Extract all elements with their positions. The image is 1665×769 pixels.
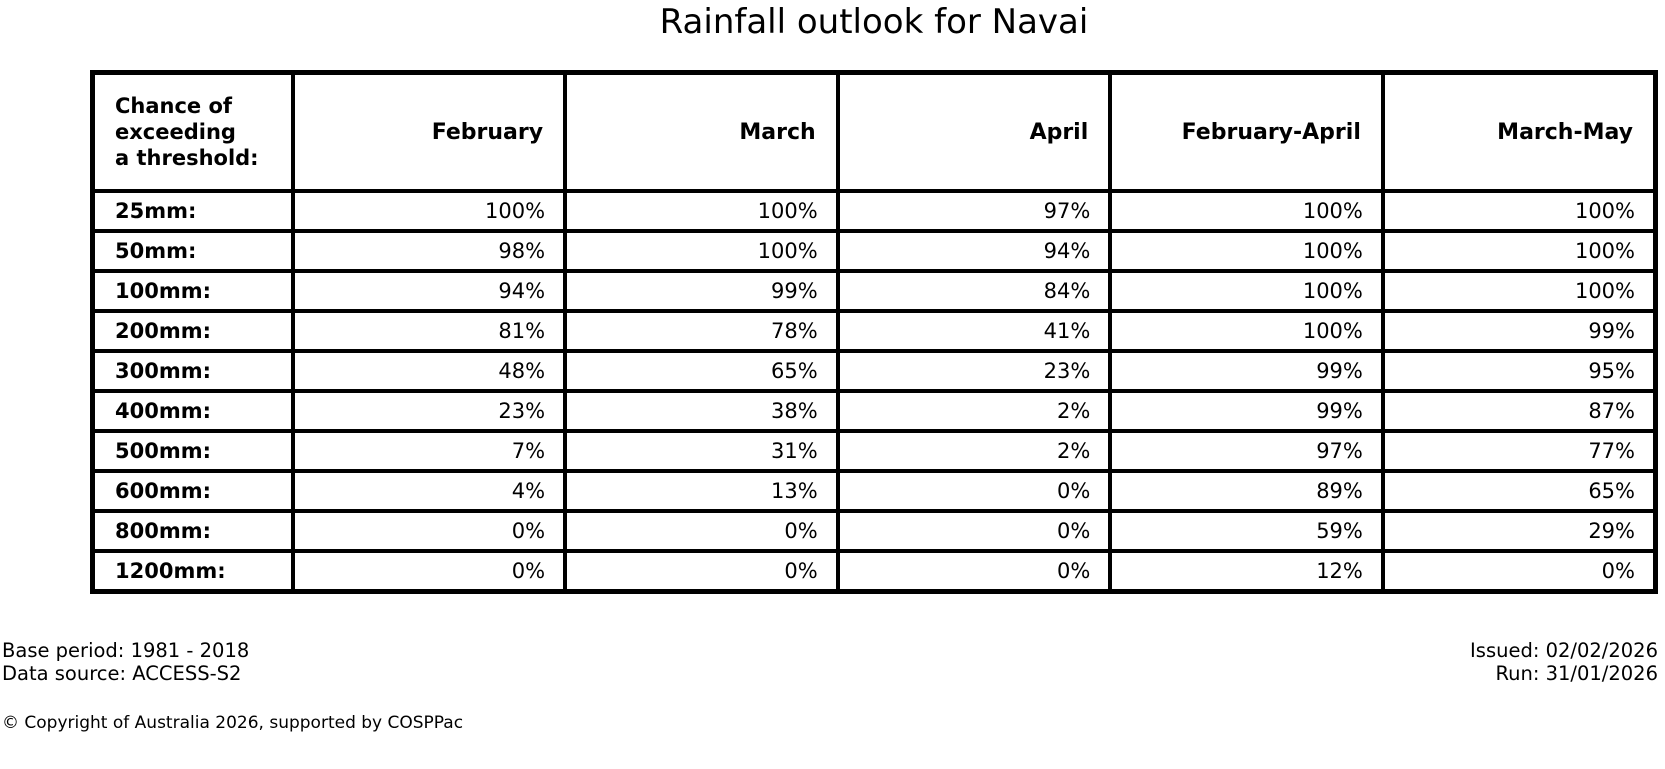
cell-value: 65%: [1380, 469, 1658, 514]
cell-value: 100%: [1380, 269, 1658, 314]
cell-value: 95%: [1380, 349, 1658, 394]
cell-value: 48%: [290, 349, 568, 394]
column-header-march-may: March-May: [1380, 70, 1658, 194]
cell-value: 98%: [290, 229, 568, 274]
column-header-february: February: [290, 70, 568, 194]
row-label: 800mm:: [90, 509, 295, 554]
row-label: 25mm:: [90, 189, 295, 234]
cell-value: 97%: [835, 189, 1113, 234]
table-row-500mm: 500mm: 7% 31% 2% 97% 77%: [90, 429, 1658, 474]
issued-date-text: Issued: 02/02/2026: [1470, 638, 1658, 662]
cell-value: 100%: [563, 229, 840, 274]
cell-value: 100%: [1380, 229, 1658, 274]
cell-value: 2%: [835, 429, 1113, 474]
metadata-left: Base period: 1981 - 2018 Data source: AC…: [2, 639, 249, 685]
column-header-april: April: [835, 70, 1113, 194]
cell-value: 84%: [835, 269, 1113, 314]
table-row-200mm: 200mm: 81% 78% 41% 100% 99%: [90, 309, 1658, 354]
cell-value: 0%: [1380, 549, 1658, 594]
cell-value: 78%: [563, 309, 840, 354]
cell-value: 97%: [1108, 429, 1385, 474]
cell-value: 0%: [290, 549, 568, 594]
cell-value: 99%: [1380, 309, 1658, 354]
cell-value: 31%: [563, 429, 840, 474]
cell-value: 94%: [835, 229, 1113, 274]
cell-value: 100%: [1108, 229, 1385, 274]
cell-value: 99%: [563, 269, 840, 314]
cell-value: 23%: [290, 389, 568, 434]
cell-value: 23%: [835, 349, 1113, 394]
copyright-text: © Copyright of Australia 2026, supported…: [2, 712, 464, 733]
table-row-25mm: 25mm: 100% 100% 97% 100% 100%: [90, 189, 1658, 234]
cell-value: 89%: [1108, 469, 1385, 514]
column-header-march: March: [563, 70, 840, 194]
cell-value: 12%: [1108, 549, 1385, 594]
table-row-100mm: 100mm: 94% 99% 84% 100% 100%: [90, 269, 1658, 314]
metadata-footer: Base period: 1981 - 2018 Data source: AC…: [2, 639, 1658, 685]
table-row-400mm: 400mm: 23% 38% 2% 99% 87%: [90, 389, 1658, 434]
row-label: 1200mm:: [90, 549, 295, 594]
cell-value: 100%: [290, 189, 568, 234]
row-label: 600mm:: [90, 469, 295, 514]
cell-value: 100%: [1108, 189, 1385, 234]
row-label: 100mm:: [90, 269, 295, 314]
cell-value: 2%: [835, 389, 1113, 434]
table-header-row: Chance of exceeding a threshold: Februar…: [90, 70, 1658, 194]
table-row-800mm: 800mm: 0% 0% 0% 59% 29%: [90, 509, 1658, 554]
cell-value: 0%: [563, 549, 840, 594]
cell-value: 100%: [1108, 309, 1385, 354]
cell-value: 0%: [835, 509, 1113, 554]
row-label: 500mm:: [90, 429, 295, 474]
table-row-1200mm: 1200mm: 0% 0% 0% 12% 0%: [90, 549, 1658, 594]
cell-value: 87%: [1380, 389, 1658, 434]
cell-value: 65%: [563, 349, 840, 394]
data-source-text: Data source: ACCESS-S2: [2, 661, 242, 685]
cell-value: 100%: [563, 189, 840, 234]
row-label: 50mm:: [90, 229, 295, 274]
cell-value: 13%: [563, 469, 840, 514]
table-row-600mm: 600mm: 4% 13% 0% 89% 65%: [90, 469, 1658, 514]
row-label: 400mm:: [90, 389, 295, 434]
cell-value: 100%: [1108, 269, 1385, 314]
column-header-threshold: Chance of exceeding a threshold:: [90, 70, 295, 194]
table-row-300mm: 300mm: 48% 65% 23% 99% 95%: [90, 349, 1658, 394]
run-date-text: Run: 31/01/2026: [1495, 661, 1658, 685]
row-label: 300mm:: [90, 349, 295, 394]
table-row-50mm: 50mm: 98% 100% 94% 100% 100%: [90, 229, 1658, 274]
cell-value: 77%: [1380, 429, 1658, 474]
cell-value: 4%: [290, 469, 568, 514]
cell-value: 99%: [1108, 349, 1385, 394]
cell-value: 0%: [290, 509, 568, 554]
cell-value: 41%: [835, 309, 1113, 354]
cell-value: 94%: [290, 269, 568, 314]
row-label: 200mm:: [90, 309, 295, 354]
metadata-right: Issued: 02/02/2026 Run: 31/01/2026: [1470, 639, 1658, 685]
cell-value: 99%: [1108, 389, 1385, 434]
cell-value: 81%: [290, 309, 568, 354]
cell-value: 59%: [1108, 509, 1385, 554]
cell-value: 0%: [835, 549, 1113, 594]
cell-value: 0%: [563, 509, 840, 554]
rainfall-probability-table: Chance of exceeding a threshold: Februar…: [90, 69, 1658, 594]
column-header-february-april: February-April: [1108, 70, 1385, 194]
cell-value: 100%: [1380, 189, 1658, 234]
cell-value: 0%: [835, 469, 1113, 514]
cell-value: 7%: [290, 429, 568, 474]
cell-value: 38%: [563, 389, 840, 434]
cell-value: 29%: [1380, 509, 1658, 554]
page-title: Rainfall outlook for Navai: [659, 2, 1089, 42]
base-period-text: Base period: 1981 - 2018: [2, 638, 250, 662]
